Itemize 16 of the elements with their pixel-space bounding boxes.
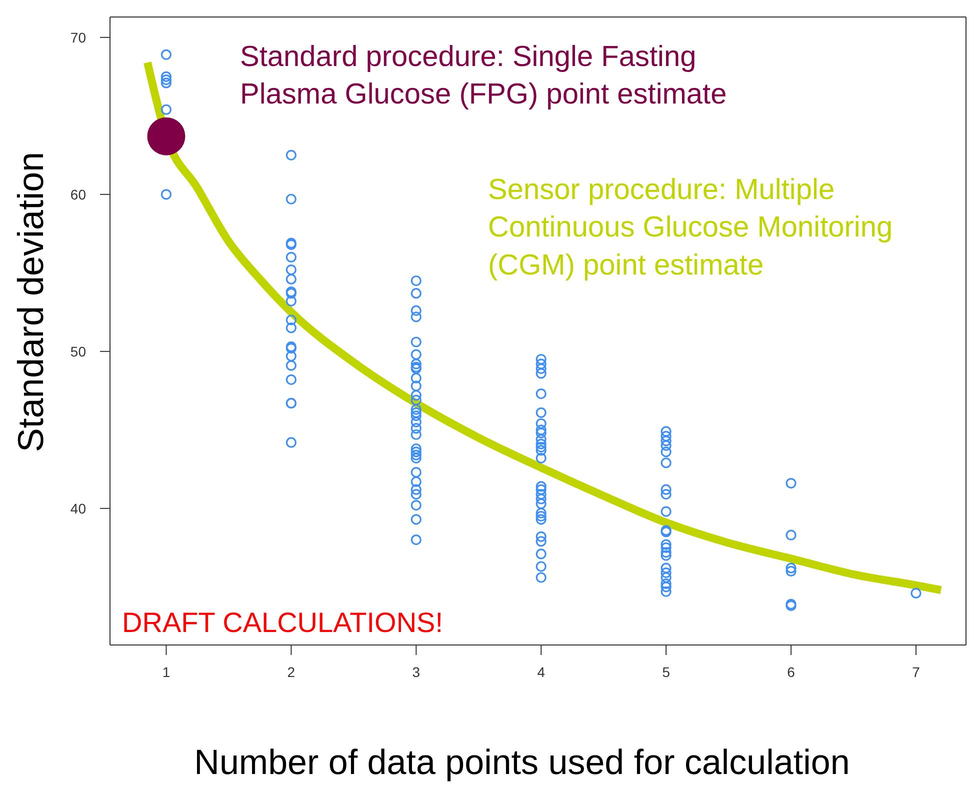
x-tick-label: 4 <box>537 664 546 680</box>
y-tick-label: 70 <box>70 29 86 46</box>
x-tick-label: 3 <box>412 664 420 680</box>
x-tick-label: 6 <box>787 664 796 680</box>
x-axis-title: Number of data points used for calculation <box>194 742 850 782</box>
y-tick-label: 60 <box>70 186 86 202</box>
annotation: DRAFT CALCULATIONS! <box>122 606 444 638</box>
x-tick-label: 5 <box>662 664 670 680</box>
x-tick-label: 1 <box>162 664 170 680</box>
text: Standard procedure: Single Fasting Plasma Glucose (FPG) point estimate <box>240 41 727 111</box>
x-tick-label: 7 <box>912 664 920 680</box>
y-tick-label: 40 <box>70 500 86 516</box>
y-tick-label: 50 <box>70 343 86 360</box>
text: Sensor procedure: Multiple Continuous Glucose Monitoring (CGM) point estimate <box>488 174 893 282</box>
x-tick-label: 2 <box>287 664 296 680</box>
y-axis-title: Standard deviation <box>10 152 50 452</box>
